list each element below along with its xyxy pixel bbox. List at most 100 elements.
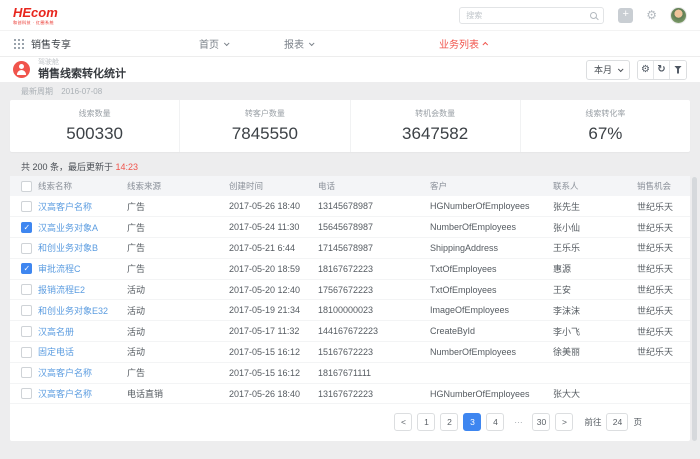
phone-cell: 18100000023 (318, 300, 430, 321)
lead-name-link[interactable]: 和创业务对象E32 (38, 300, 127, 321)
filter-button[interactable] (670, 61, 686, 79)
lead-source-cell: 活动 (127, 300, 229, 321)
page-button[interactable]: 30 (532, 413, 550, 431)
settings-gear-icon[interactable]: ⚙ (646, 9, 657, 21)
row-checkbox[interactable] (21, 326, 32, 337)
lead-source-cell: 活动 (127, 279, 229, 300)
customer-cell: HGNumberOfEmployees (430, 196, 553, 217)
period-label: 本月 (594, 63, 612, 76)
lead-source-cell: 广告 (127, 362, 229, 383)
prev-page-button[interactable]: < (394, 413, 412, 431)
row-checkbox[interactable] (21, 222, 32, 233)
global-search[interactable] (459, 7, 604, 24)
dashboard-person-icon (13, 61, 30, 78)
page-button[interactable]: 1 (417, 413, 435, 431)
latest-period-meta: 最新周期 2016-07-08 (21, 86, 102, 97)
customer-cell: HGNumberOfEmployees (430, 383, 553, 404)
lead-name-link[interactable]: 汉高客户名称 (38, 196, 127, 217)
table-row: 汉高客户名称广告2017-05-26 18:4013145678987HGNum… (10, 196, 690, 217)
page-header: 驾驶舱 销售线索转化统计 本月 ⚙ ↻ (0, 57, 700, 82)
page-button[interactable]: 2 (440, 413, 458, 431)
workspace-name[interactable]: 销售专享 (31, 36, 71, 51)
search-icon[interactable] (590, 12, 597, 19)
col-phone: 电话 (318, 176, 430, 196)
settings-button[interactable]: ⚙ (638, 61, 654, 79)
page-button[interactable]: 4 (486, 413, 504, 431)
contact-cell: 王乐乐 (553, 238, 637, 259)
nav-item-business-list[interactable]: 业务列表 (439, 36, 488, 51)
app-window: HEcom 和创科技 · 红圈系统 + ⚙ 销售专享 首页 报表 业务列表 (0, 0, 700, 459)
stat-value: 3647582 (402, 124, 468, 144)
row-checkbox[interactable] (21, 305, 32, 316)
row-checkbox-cell (10, 362, 38, 383)
refresh-button[interactable]: ↻ (654, 61, 670, 79)
lead-source-cell: 活动 (127, 321, 229, 342)
contact-cell (553, 362, 637, 383)
summary-time: 14:23 (116, 162, 139, 172)
created-time-cell: 2017-05-24 11:30 (229, 217, 318, 238)
vertical-scrollbar[interactable] (692, 177, 697, 441)
row-checkbox[interactable] (21, 263, 32, 274)
chevron-down-icon (309, 40, 315, 46)
search-input[interactable] (466, 11, 590, 20)
row-checkbox[interactable] (21, 201, 32, 212)
phone-cell: 18167672223 (318, 258, 430, 279)
period-select-button[interactable]: 本月 (586, 60, 630, 80)
col-customer: 客户 (430, 176, 553, 196)
nav-item-home-label: 首页 (199, 36, 219, 51)
stat-converted-opportunities: 转机会数量 3647582 (351, 100, 521, 152)
contact-cell: 张先生 (553, 196, 637, 217)
page-title: 销售线索转化统计 (38, 68, 126, 80)
lead-source-cell: 广告 (127, 258, 229, 279)
page-jump-input[interactable] (606, 413, 628, 431)
lead-name-link[interactable]: 汉高业务对象A (38, 217, 127, 238)
col-contact: 联系人 (553, 176, 637, 196)
lead-name-link[interactable]: 和创业务对象B (38, 238, 127, 259)
lead-name-link[interactable]: 汉高客户名称 (38, 383, 127, 404)
lead-name-link[interactable]: 汉高客户名称 (38, 362, 127, 383)
contact-cell: 张小仙 (553, 217, 637, 238)
logo-tagline: 和创科技 · 红圈系统 (13, 21, 58, 25)
table-header-row: 线索名称 线索来源 创建时间 电话 客户 联系人 销售机会 (10, 176, 690, 196)
opportunity-cell: 世纪乐天 (637, 342, 690, 363)
meta-date: 2016-07-08 (61, 87, 102, 96)
row-checkbox-cell (10, 217, 38, 238)
table-row: 固定电话活动2017-05-15 16:1215167672223NumberO… (10, 342, 690, 363)
lead-name-link[interactable]: 审批流程C (38, 258, 127, 279)
row-checkbox-cell (10, 383, 38, 404)
row-checkbox[interactable] (21, 347, 32, 358)
lead-name-link[interactable]: 固定电话 (38, 342, 127, 363)
opportunity-cell (637, 383, 690, 404)
app-grid-icon[interactable] (14, 39, 24, 49)
phone-cell: 17145678987 (318, 238, 430, 259)
nav-item-reports[interactable]: 报表 (284, 36, 313, 51)
phone-cell: 15167672223 (318, 342, 430, 363)
lead-table: 线索名称 线索来源 创建时间 电话 客户 联系人 销售机会 汉高客户名称广告20… (10, 176, 690, 404)
table-row: 汉高名册活动2017-05-17 11:32144167672223Create… (10, 321, 690, 342)
select-all-checkbox[interactable] (21, 181, 32, 192)
row-checkbox[interactable] (21, 388, 32, 399)
page-button[interactable]: 3 (463, 413, 481, 431)
next-page-button[interactable]: > (555, 413, 573, 431)
phone-cell: 144167672223 (318, 321, 430, 342)
phone-cell: 13167672223 (318, 383, 430, 404)
add-button[interactable]: + (618, 8, 633, 23)
row-checkbox-cell (10, 321, 38, 342)
row-checkbox[interactable] (21, 284, 32, 295)
user-avatar[interactable] (670, 7, 687, 24)
lead-name-link[interactable]: 报销流程E2 (38, 279, 127, 300)
brand-logo[interactable]: HEcom 和创科技 · 红圈系统 (13, 6, 58, 25)
nav-item-home[interactable]: 首页 (199, 36, 228, 51)
pagination: <1234···30> 前往 页 (394, 413, 642, 431)
jump-unit-label: 页 (633, 416, 642, 428)
created-time-cell: 2017-05-20 18:59 (229, 258, 318, 279)
customer-cell: TxtOfEmployees (430, 258, 553, 279)
stat-conversion-rate: 线索转化率 67% (521, 100, 690, 152)
row-checkbox[interactable] (21, 367, 32, 378)
created-time-cell: 2017-05-26 18:40 (229, 196, 318, 217)
customer-cell: TxtOfEmployees (430, 279, 553, 300)
customer-cell: NumberOfEmployees (430, 342, 553, 363)
row-checkbox[interactable] (21, 243, 32, 254)
lead-name-link[interactable]: 汉高名册 (38, 321, 127, 342)
nav-item-business-list-label: 业务列表 (439, 36, 479, 51)
